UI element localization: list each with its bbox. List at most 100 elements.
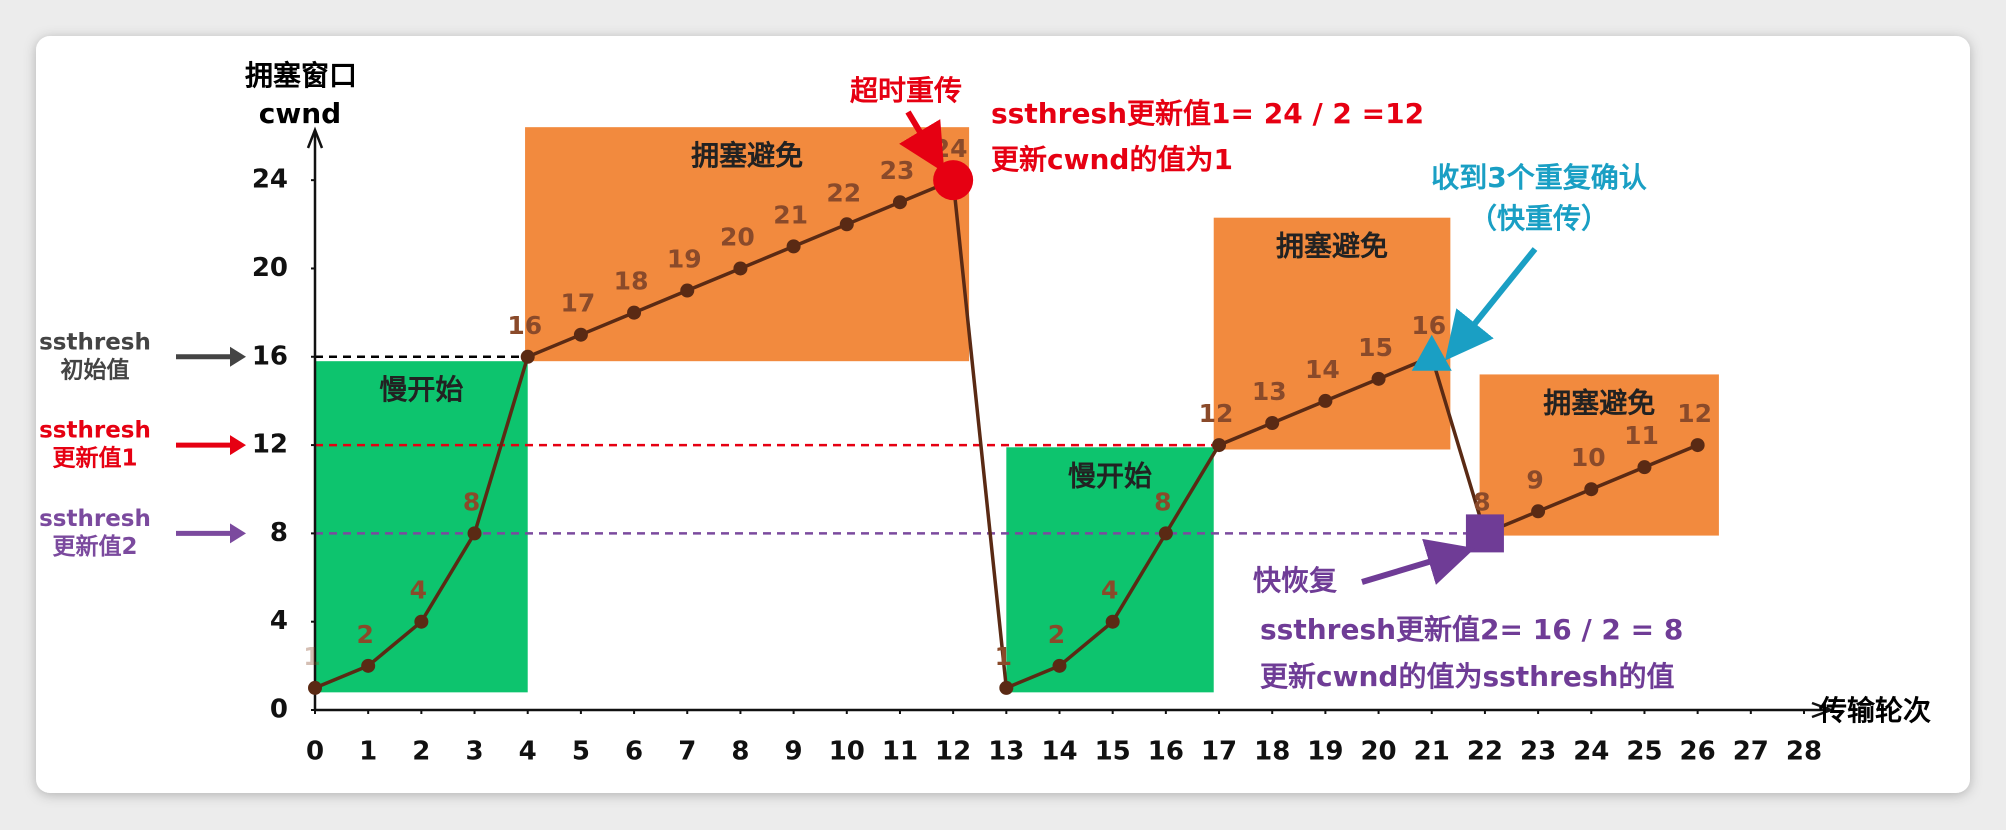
data-label: 10	[1571, 443, 1606, 472]
data-label: 4	[1101, 576, 1118, 605]
x-tick-label: 23	[1520, 737, 1556, 767]
point	[1531, 504, 1546, 519]
x-tick-label: 22	[1467, 737, 1503, 767]
x-tick-label: 28	[1786, 737, 1822, 767]
region-label: 慢开始	[379, 373, 463, 406]
point	[1105, 614, 1120, 629]
x-tick-label: 2	[412, 737, 430, 767]
data-label: 9	[1526, 465, 1543, 494]
x-tick-label: 12	[935, 737, 971, 767]
point	[1052, 658, 1067, 673]
x-tick-label: 9	[785, 737, 803, 767]
threshold-label: ssthresh	[39, 418, 151, 444]
data-label: 14	[1305, 355, 1340, 384]
x-tick-label: 7	[678, 737, 696, 767]
x-tick-label: 15	[1095, 737, 1131, 767]
plot: 慢开始拥塞避免慢开始拥塞避免拥塞避免ssthresh初始值ssthresh更新值…	[39, 126, 1835, 767]
x-tick-label: 24	[1573, 737, 1609, 767]
point	[1584, 482, 1599, 497]
point	[733, 261, 748, 276]
point	[1371, 371, 1386, 386]
data-label: 2	[356, 620, 373, 649]
marker	[933, 160, 974, 201]
data-label: 12	[1677, 399, 1712, 428]
x-tick-label: 25	[1626, 737, 1662, 767]
point	[839, 217, 854, 232]
data-label: 19	[667, 245, 702, 274]
data-label: 12	[1199, 399, 1234, 428]
x-axis-label: 传输轮次	[1818, 694, 1931, 727]
region-label: 拥塞避免	[1543, 386, 1655, 419]
arrow	[899, 110, 945, 173]
annotation: ssthresh更新值1= 24 / 2 =12	[991, 97, 1424, 130]
x-tick-label: 5	[572, 737, 590, 767]
data-label: 21	[773, 200, 808, 229]
annotations: 超时重传 ssthresh更新值1= 24 / 2 =12 更新cwnd的值为1…	[850, 74, 1683, 693]
arrow	[1361, 538, 1475, 585]
threshold-label: ssthresh	[39, 506, 151, 532]
x-tick-label: 4	[519, 737, 537, 767]
x-tick-label: 21	[1414, 737, 1450, 767]
y-tick-label: 12	[252, 430, 288, 460]
point	[361, 658, 376, 673]
x-axis-arrow	[1811, 701, 1835, 719]
y-tick-label: 4	[270, 606, 288, 636]
x-tick-label: 8	[731, 737, 749, 767]
point	[786, 239, 801, 254]
x-tick-label: 3	[465, 737, 483, 767]
point	[680, 283, 695, 298]
point	[1637, 460, 1652, 475]
x-tick-label: 1	[359, 737, 377, 767]
point	[467, 526, 482, 541]
point	[414, 614, 429, 629]
y-axis-arrow	[306, 126, 324, 149]
threshold-label: 更新值1	[52, 445, 137, 472]
point	[627, 305, 642, 320]
x-tick-label: 26	[1680, 737, 1716, 767]
y-axis-label: 拥塞窗口	[245, 59, 357, 92]
data-label: 1	[303, 642, 320, 671]
y-tick-label: 24	[252, 165, 288, 195]
data-label: 17	[560, 289, 595, 318]
region-label: 慢开始	[1068, 459, 1152, 492]
x-tick-label: 14	[1041, 737, 1077, 767]
threshold-label: 更新值2	[52, 533, 137, 560]
region-label: 拥塞避免	[691, 139, 803, 172]
annotation: （快重传）	[1469, 202, 1609, 235]
x-tick-label: 13	[988, 737, 1024, 767]
y-axis-label: cwnd	[259, 97, 341, 130]
x-tick-label: 10	[829, 737, 865, 767]
x-tick-label: 19	[1307, 737, 1343, 767]
threshold-arrowhead	[230, 435, 246, 456]
data-label: 24	[933, 134, 968, 163]
threshold-label: ssthresh	[39, 329, 151, 355]
annotation: 更新cwnd的值为ssthresh的值	[1260, 660, 1675, 693]
data-label: 8	[463, 487, 480, 516]
data-label: 22	[826, 178, 861, 207]
point	[520, 349, 535, 364]
region	[1213, 217, 1451, 450]
data-label: 16	[507, 311, 542, 340]
region	[315, 361, 528, 693]
annotation: 更新cwnd的值为1	[991, 143, 1233, 176]
y-tick-label: 20	[252, 253, 288, 283]
x-tick-label: 0	[306, 737, 324, 767]
point	[1265, 416, 1280, 430]
point	[1318, 393, 1333, 408]
data-label: 8	[1473, 487, 1490, 516]
data-label: 20	[720, 222, 755, 251]
data-label: 18	[614, 267, 649, 296]
x-tick-label: 16	[1148, 737, 1184, 767]
annotation: ssthresh更新值2= 16 / 2 = 8	[1260, 613, 1683, 646]
marker	[1465, 514, 1504, 553]
data-label: 15	[1358, 333, 1393, 362]
x-tick-label: 6	[625, 737, 643, 767]
x-tick-label: 17	[1201, 737, 1237, 767]
data-label: 11	[1624, 421, 1659, 450]
x-tick-label: 20	[1360, 737, 1396, 767]
threshold-label: 初始值	[61, 356, 130, 383]
y-tick-label: 16	[252, 341, 288, 371]
x-tick-label: 27	[1733, 737, 1769, 767]
annotation: 快恢复	[1253, 564, 1337, 597]
